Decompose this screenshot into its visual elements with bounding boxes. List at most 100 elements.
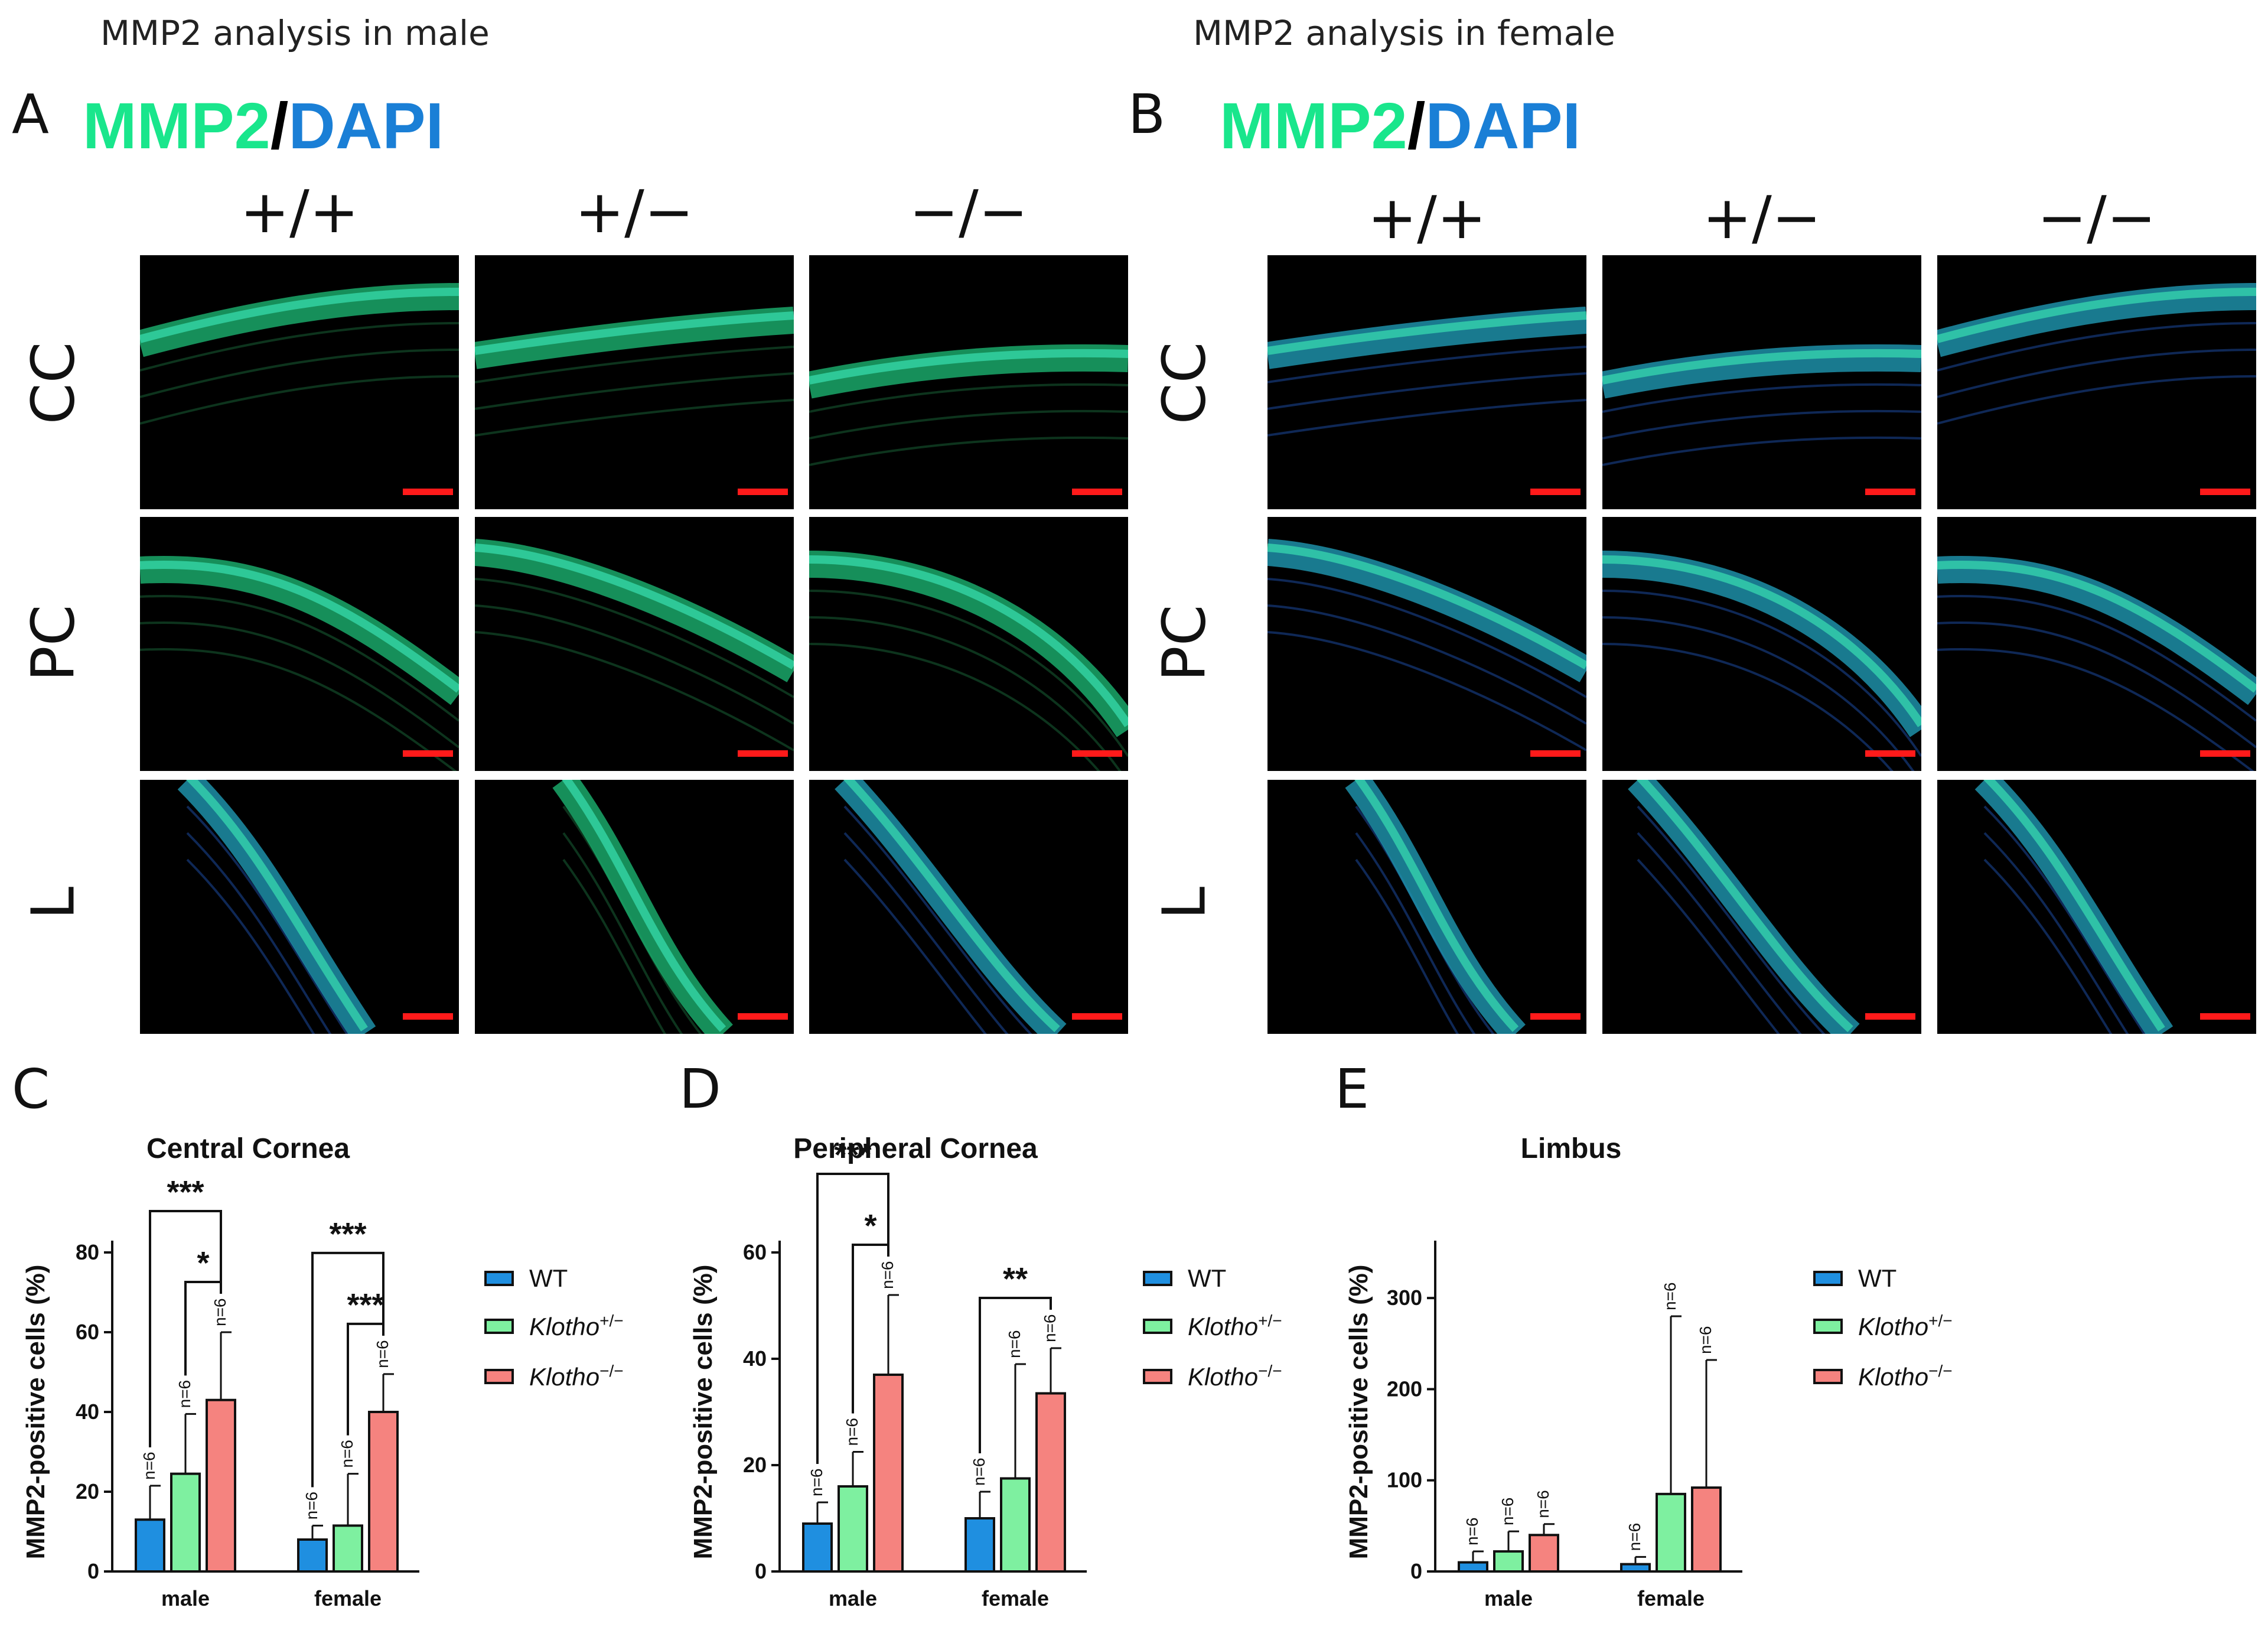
row-label-pc: PC — [1149, 604, 1219, 682]
y-axis-label: MMP2-positive cells (%) — [1344, 1265, 1373, 1560]
micrograph-image — [1937, 555, 2256, 771]
micrograph-l-wt — [140, 780, 459, 1034]
significance-label: *** — [167, 1174, 204, 1210]
significance-label: *** — [329, 1216, 366, 1252]
legend-het-base: Klotho — [1858, 1313, 1929, 1340]
bar — [1529, 1534, 1559, 1573]
bar — [802, 1522, 833, 1573]
micrograph-image — [1267, 307, 1586, 495]
stain-title-female: MMP2/DAPI — [1220, 89, 1581, 164]
chart-central-cornea: Central Cornea 0 20 40 60 80 MMP2-positive cel… — [12, 1087, 484, 1622]
scale-bar — [403, 750, 453, 757]
micrograph-image — [1602, 344, 1921, 495]
micrograph-l-ko — [809, 780, 1128, 1034]
x-category-label: female — [982, 1586, 1049, 1610]
scale-bar — [1530, 750, 1581, 757]
micrograph-image — [1937, 283, 2256, 495]
legend-ko-sup: −/− — [599, 1362, 624, 1380]
n-label: n=6 — [1041, 1314, 1059, 1343]
n-label: n=6 — [970, 1458, 988, 1486]
significance-bracket — [311, 1251, 384, 1488]
micrograph-image — [1602, 551, 1921, 771]
scale-bar — [2200, 750, 2250, 757]
micrograph-image — [809, 551, 1128, 771]
genotype-header: +/− — [1702, 183, 1821, 252]
legend-label-ko: Klotho−/− — [1858, 1362, 1953, 1391]
n-label: n=6 — [843, 1418, 861, 1446]
n-label: n=6 — [1696, 1326, 1715, 1355]
micrograph-image — [140, 283, 459, 495]
scale-bar — [1865, 1013, 1915, 1020]
n-label: n=6 — [1463, 1518, 1481, 1546]
legend-label-wt: WT — [1188, 1264, 1227, 1292]
bar — [297, 1538, 328, 1573]
x-category-label: male — [161, 1586, 210, 1610]
legend-ko-sup: −/− — [1928, 1362, 1953, 1380]
y-tick-label: 20 — [76, 1479, 99, 1504]
n-label: n=6 — [1498, 1498, 1517, 1526]
scale-bar — [1865, 750, 1915, 757]
panel-letter-b: B — [1128, 83, 1166, 146]
chart-peripheral-cornea: Peripheral Cornea 0 20 40 60 MMP2-positive ce… — [679, 1087, 1152, 1622]
stain-mmp2-label: MMP2 — [1220, 90, 1407, 162]
legend-label-wt: WT — [529, 1264, 568, 1292]
micrograph-image — [835, 780, 1122, 1034]
micrograph-l-het — [1602, 780, 1921, 1034]
panel-letter-a: A — [12, 83, 49, 146]
y-tick-label: 60 — [76, 1320, 99, 1344]
micrograph-cc-wt — [1267, 255, 1586, 509]
genotype-header: +/+ — [240, 177, 359, 246]
y-tick-label: 80 — [76, 1240, 99, 1264]
significance-label: * — [197, 1245, 209, 1281]
significance-bracket — [184, 1281, 222, 1376]
micrograph-pc-wt — [1267, 517, 1586, 771]
scale-bar — [1072, 750, 1122, 757]
bar — [206, 1398, 236, 1573]
row-label-cc: CC — [18, 341, 88, 425]
micrograph-pc-het — [475, 517, 794, 771]
scale-bar — [1072, 489, 1122, 495]
micrograph-image — [552, 780, 788, 1034]
legend-swatch-ko — [484, 1369, 514, 1384]
stain-mmp2-label: MMP2 — [83, 90, 271, 162]
micrograph-l-ko — [1937, 780, 2256, 1034]
scale-bar — [738, 1013, 788, 1020]
chart-title: Central Cornea — [146, 1133, 350, 1164]
bar — [1620, 1563, 1651, 1573]
bar — [1691, 1486, 1722, 1573]
y-tick-label: 0 — [1410, 1559, 1422, 1583]
n-label: n=6 — [211, 1299, 229, 1327]
panel-letter-d: D — [679, 1057, 721, 1121]
significance-bracket — [816, 1173, 889, 1464]
micrograph-image — [1628, 780, 1915, 1034]
n-label: n=6 — [175, 1380, 194, 1408]
significance-label: *** — [347, 1287, 384, 1323]
row-label-pc: PC — [18, 604, 88, 682]
n-label: n=6 — [807, 1469, 826, 1497]
chart-limbus: Limbus 0 100 200 300 MMP2-positive cells (%) n… — [1335, 1087, 1807, 1622]
scale-bar — [1072, 1013, 1122, 1020]
micrograph-cc-het — [1602, 255, 1921, 509]
genotype-header: +/− — [575, 177, 694, 246]
micrograph-image — [475, 539, 794, 757]
legend-item-wt: WT — [1143, 1264, 1226, 1293]
n-label: n=6 — [373, 1340, 392, 1368]
legend-ko-base: Klotho — [1188, 1363, 1259, 1391]
n-label: n=6 — [1005, 1330, 1024, 1359]
chart-title: Limbus — [1521, 1133, 1622, 1164]
micrograph-cc-het — [475, 255, 794, 509]
y-tick-label: 0 — [87, 1559, 99, 1583]
micrograph-pc-wt — [140, 517, 459, 771]
stain-dapi-label: DAPI — [288, 90, 444, 162]
y-tick-label: 20 — [743, 1453, 767, 1477]
micrograph-cc-wt — [140, 255, 459, 509]
bar — [1656, 1492, 1686, 1573]
heading-male: MMP2 analysis in male — [100, 13, 490, 53]
y-axis-label: MMP2-positive cells (%) — [21, 1265, 50, 1560]
y-axis-label: MMP2-positive cells (%) — [689, 1265, 718, 1560]
legend-label-het: Klotho+/− — [1188, 1312, 1282, 1341]
y-tick-label: 100 — [1387, 1468, 1422, 1492]
significance-bracket — [149, 1210, 222, 1447]
micrograph-l-het — [475, 780, 794, 1034]
row-label-l: L — [1149, 886, 1219, 920]
